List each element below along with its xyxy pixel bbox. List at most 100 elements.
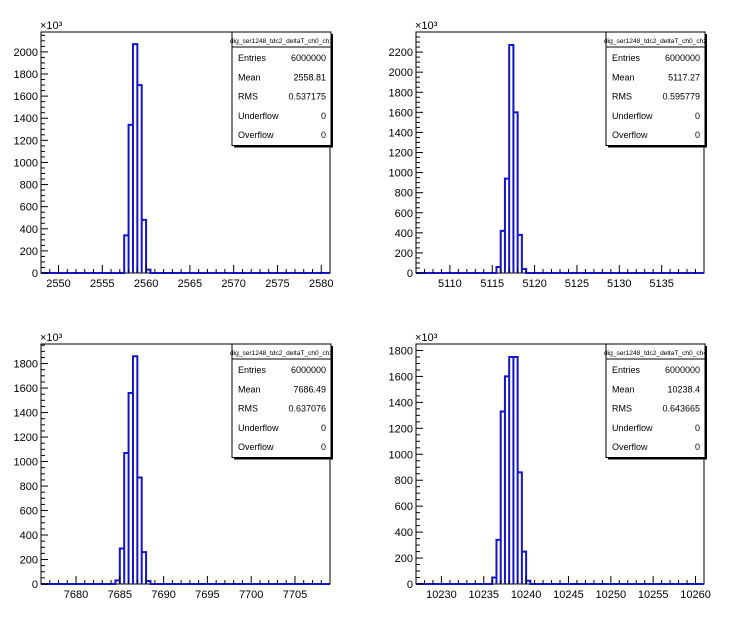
- x-tick-label: 10240: [511, 589, 542, 601]
- x-tick-label: 7690: [151, 589, 175, 601]
- y-tick-label: 0: [407, 268, 413, 280]
- y-tick-label: 400: [20, 530, 38, 542]
- stats-label: Overflow: [238, 130, 274, 140]
- stats-value: 0: [695, 111, 700, 121]
- stats-label: Entries: [238, 365, 267, 375]
- y-tick-label: 1400: [14, 408, 38, 420]
- stats-label: RMS: [612, 92, 632, 102]
- stats-box-frame: [231, 343, 332, 458]
- stats-value: 0.537175: [288, 92, 326, 102]
- y-tick-label: 2200: [389, 47, 413, 59]
- histogram-pad-4: 0 200 400 600 800 1000 1200 1400 1600 1800 10230 10…: [389, 332, 711, 601]
- x-tick-label: 10250: [596, 589, 627, 601]
- stats-box-shadow: [331, 346, 333, 460]
- y-tick-label: 1800: [14, 359, 38, 371]
- stats-label: Entries: [612, 365, 641, 375]
- y-tick-label: 200: [20, 555, 38, 567]
- y-tick-label: 1800: [389, 345, 413, 357]
- stats-box-shadow: [234, 145, 333, 148]
- y-tick-label: 1400: [389, 127, 413, 139]
- y-tick-label: 1200: [389, 148, 413, 160]
- stats-title: dig_ser1248_tdc2_deltaT_ch0_ch1: [230, 38, 333, 45]
- x-tick-label: 10230: [426, 589, 457, 601]
- stats-label: RMS: [238, 404, 258, 414]
- stats-label: Mean: [238, 72, 261, 82]
- stats-value: 6000000: [291, 365, 326, 375]
- y-multiplier-label: ×10³: [40, 332, 63, 344]
- histogram-line: [41, 355, 330, 585]
- stats-value: 0: [695, 130, 700, 140]
- y-multiplier-label: ×10³: [415, 332, 438, 344]
- y-tick-label: 800: [395, 475, 413, 487]
- y-tick-label: 1200: [389, 423, 413, 435]
- y-tick-label: 1600: [14, 383, 38, 395]
- stats-box-frame: [231, 31, 332, 146]
- stats-value: 6000000: [291, 53, 326, 63]
- y-tick-label: 200: [395, 553, 413, 565]
- stats-label: Underflow: [238, 423, 279, 433]
- y-multiplier-label: ×10³: [415, 20, 438, 32]
- y-tick-label: 2000: [14, 47, 38, 59]
- stats-label: Mean: [238, 384, 261, 394]
- x-tick-label: 5125: [565, 278, 589, 290]
- y-tick-label: 0: [32, 268, 38, 280]
- x-tick-label: 2555: [90, 278, 114, 290]
- stats-box-shadow: [331, 34, 333, 148]
- stats-label: Underflow: [612, 111, 653, 121]
- y-tick-label: 400: [395, 527, 413, 539]
- x-tick-label: 5115: [480, 278, 504, 290]
- stats-label: Entries: [612, 53, 641, 63]
- y-tick-label: 400: [20, 224, 38, 236]
- histogram-line: [416, 355, 704, 585]
- stats-value: 7686.49: [293, 384, 326, 394]
- stats-label: Underflow: [612, 423, 653, 433]
- stats-title: dig_ser1248_tdc2_deltaT_ch0_ch3: [230, 350, 333, 357]
- stats-value: 0: [321, 111, 326, 121]
- x-tick-label: 7685: [108, 589, 132, 601]
- stats-box: dig_ser1248_tdc2_deltaT_ch0_ch2 Entries 60…: [604, 31, 707, 148]
- histogram-pad-2: 0 200 400 600 800 1000 1200 1400 1600 1800 2000 220…: [389, 20, 708, 290]
- x-tick-label: 7680: [64, 589, 88, 601]
- x-tick-label: 2575: [265, 278, 289, 290]
- stats-label: Mean: [612, 384, 635, 394]
- stats-label: Overflow: [612, 442, 648, 452]
- y-tick-label: 1400: [389, 397, 413, 409]
- stats-value: 0.643665: [662, 404, 700, 414]
- y-tick-label: 200: [395, 248, 413, 260]
- x-tick-label: 5120: [522, 278, 546, 290]
- y-multiplier-label: ×10³: [40, 20, 63, 32]
- y-tick-label: 0: [32, 579, 38, 591]
- x-tick-label: 5110: [438, 278, 462, 290]
- stats-box-shadow: [705, 346, 707, 460]
- x-tick-label: 10260: [680, 589, 711, 601]
- x-tick-label: 2570: [221, 278, 245, 290]
- stats-label: Overflow: [238, 442, 274, 452]
- x-tick-label: 2565: [178, 278, 202, 290]
- x-tick-label: 2580: [309, 278, 333, 290]
- stats-box-shadow: [705, 34, 707, 148]
- y-tick-label: 800: [20, 180, 38, 192]
- x-tick-label: 7700: [239, 589, 263, 601]
- stats-label: RMS: [612, 404, 632, 414]
- x-tick-label: 5135: [649, 278, 673, 290]
- histogram-pad-1: 0 200 400 600 800 1000 1200 1400 1600 1800 2000 255…: [14, 20, 334, 290]
- y-tick-label: 2000: [389, 67, 413, 79]
- stats-value: 10238.4: [667, 384, 700, 394]
- stats-box: dig_ser1248_tdc2_deltaT_ch0_ch4 Entries 60…: [604, 343, 707, 460]
- stats-label: Overflow: [612, 130, 648, 140]
- y-tick-label: 1000: [14, 457, 38, 469]
- y-tick-label: 1600: [14, 91, 38, 103]
- stats-value: 6000000: [665, 53, 700, 63]
- y-tick-label: 1200: [14, 135, 38, 147]
- stats-label: RMS: [238, 92, 258, 102]
- stats-box-shadow: [234, 457, 333, 460]
- stats-value: 0.595779: [662, 92, 700, 102]
- stats-value: 0: [321, 130, 326, 140]
- x-tick-label: 2550: [46, 278, 70, 290]
- stats-box-shadow: [608, 145, 707, 148]
- x-tick-label: 10245: [553, 589, 584, 601]
- x-tick-label: 7705: [283, 589, 307, 601]
- y-tick-label: 600: [20, 202, 38, 214]
- stats-value: 2558.81: [293, 72, 326, 82]
